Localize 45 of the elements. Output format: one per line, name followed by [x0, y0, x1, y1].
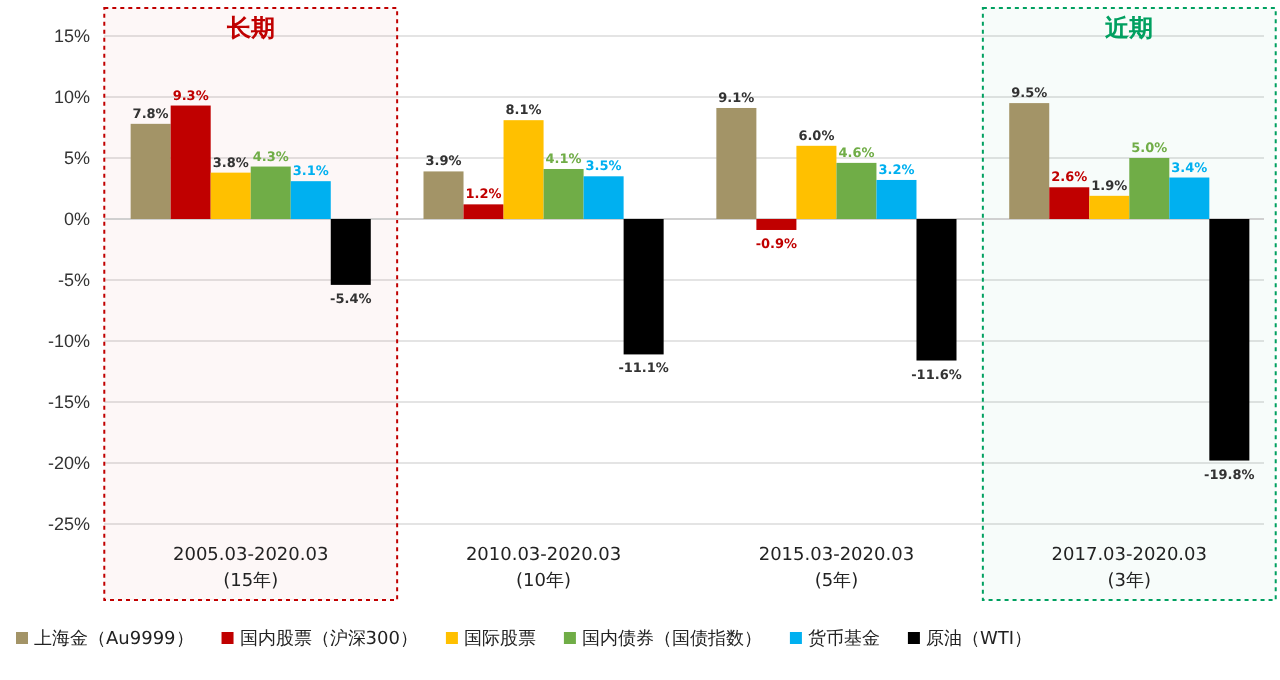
bar: [1169, 177, 1210, 219]
y-tick-label: 15%: [53, 25, 90, 46]
y-tick-label: -15%: [47, 391, 90, 412]
bar: [716, 107, 757, 219]
bar: [1089, 195, 1130, 219]
y-tick-label: -10%: [47, 330, 90, 351]
bar: [1009, 103, 1050, 219]
bar: [423, 171, 464, 219]
bar: [290, 181, 331, 219]
bar: [543, 168, 584, 219]
legend-label: 国内股票（沪深300）: [239, 628, 418, 650]
legend-label: 国内债券（国债指数）: [581, 628, 762, 650]
bar: [250, 166, 291, 219]
x-tick-label: 2005.03-2020.03 (15年): [173, 546, 329, 592]
y-tick-label: -5%: [57, 269, 90, 290]
bar: [1129, 158, 1170, 219]
bar: [503, 120, 544, 219]
bar: [583, 176, 624, 219]
bar: [796, 145, 837, 219]
y-tick-label: 10%: [53, 86, 90, 107]
legend-label: 原油（WTI）: [925, 628, 1033, 650]
bar: [210, 172, 251, 219]
bar: [623, 219, 664, 355]
band-label: 近期: [1103, 14, 1154, 42]
bar: [463, 204, 504, 219]
band-label: 长期: [224, 14, 275, 42]
legend-label: 货币基金: [807, 628, 880, 650]
legend-label: 国际股票: [463, 628, 536, 650]
legend-label: 上海金（Au9999）: [34, 628, 194, 650]
bar: [836, 162, 877, 219]
bar: [170, 105, 211, 219]
bar: [330, 219, 371, 285]
bar: [130, 123, 171, 219]
y-tick-label: 5%: [63, 147, 90, 168]
y-tick-label: -20%: [47, 452, 90, 473]
bar: [1209, 219, 1250, 461]
bar: [916, 219, 957, 361]
y-tick-label: 0%: [63, 208, 90, 229]
bar: [1049, 187, 1090, 219]
x-tick-label: 2010.03-2020.03 (10年): [465, 546, 622, 592]
bar: [876, 179, 917, 219]
x-tick-label: 2017.03-2020.03 (3年): [1051, 546, 1207, 592]
bar: [756, 219, 797, 230]
y-tick-label: -25%: [47, 513, 90, 534]
x-tick-label: 2015.03-2020.03 (5年): [758, 546, 915, 592]
